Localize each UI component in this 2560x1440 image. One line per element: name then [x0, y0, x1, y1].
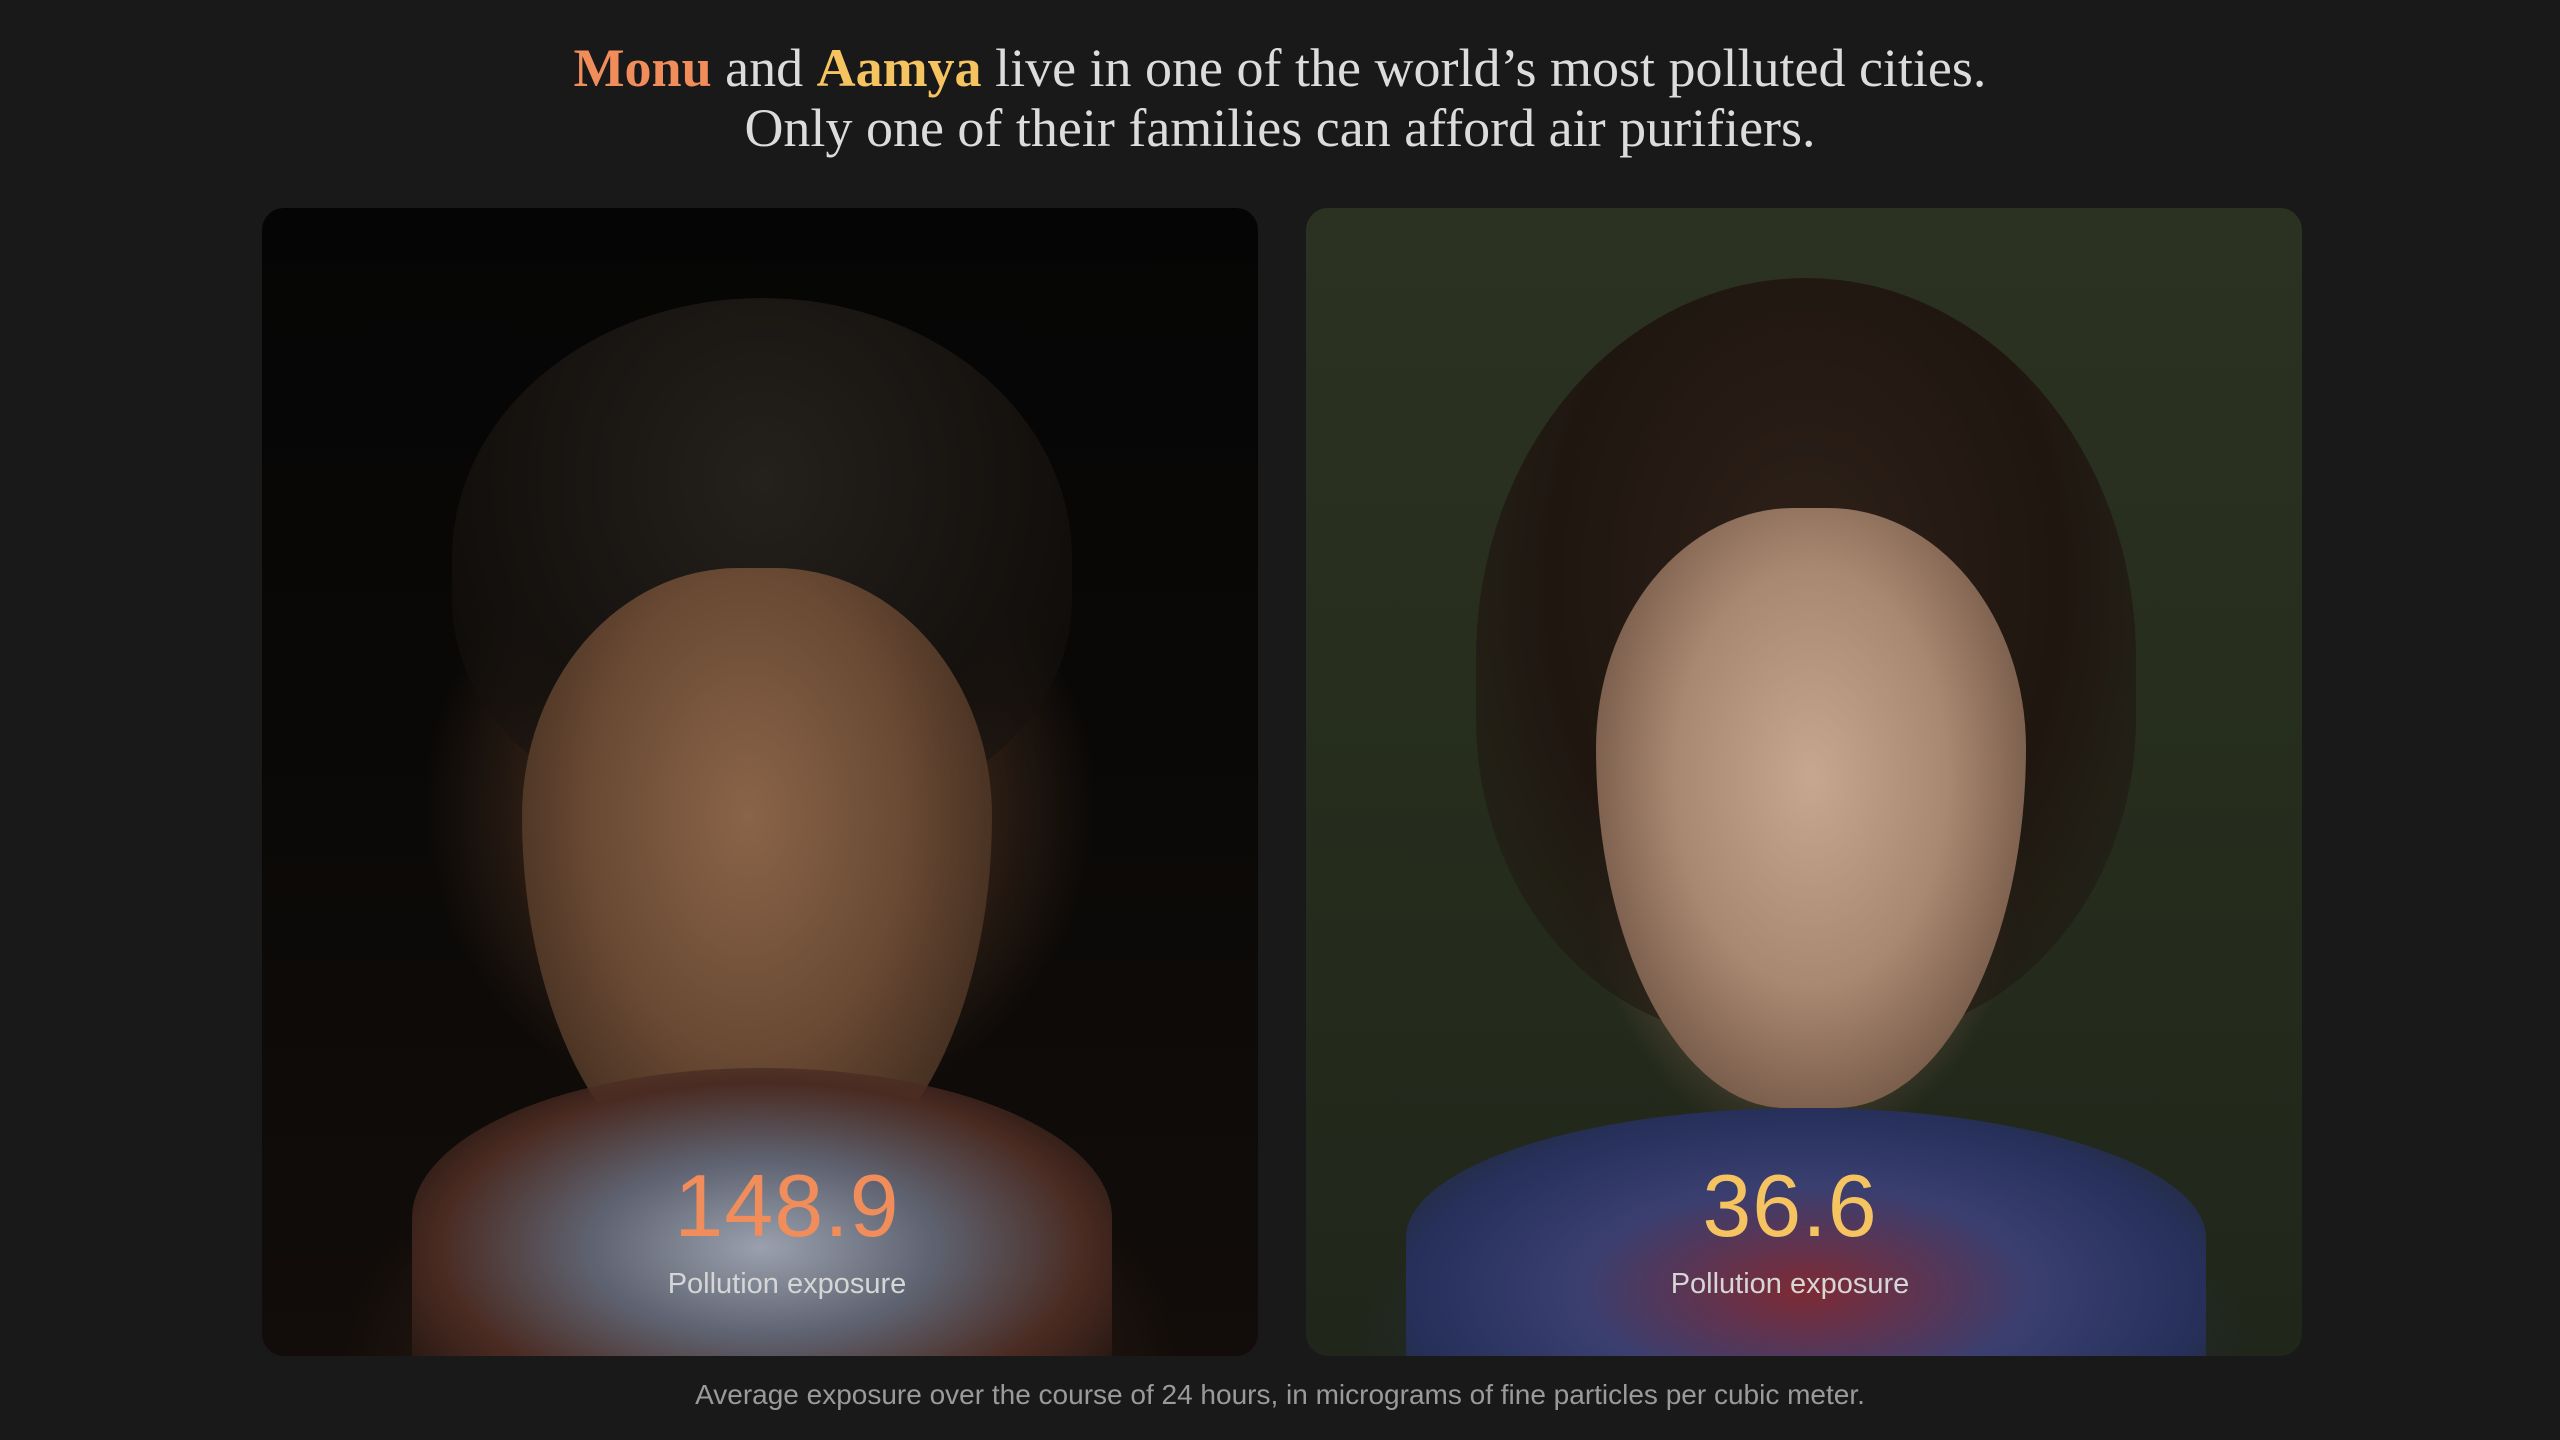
pollution-value-monu: 148.9	[674, 1156, 900, 1255]
caption: Average exposure over the course of 24 h…	[695, 1379, 1865, 1410]
portrait-card-aamya: 36.6 Pollution exposure	[1306, 208, 2302, 1356]
portrait-face-aamya	[1596, 508, 2026, 1108]
portrait-shirt-aamya	[1406, 1108, 2206, 1356]
portrait-card-monu: 148.9 Pollution exposure	[262, 208, 1258, 1356]
name-monu: Monu	[573, 38, 712, 98]
headline: Monu and Aamya live in one of the world’…	[0, 38, 2560, 158]
pollution-label-aamya: Pollution exposure	[1670, 1268, 1910, 1300]
name-aamya: Aamya	[816, 38, 982, 98]
headline-line-2: Only one of their families can afford ai…	[744, 98, 1816, 158]
headline-connector: and	[725, 38, 804, 98]
headline-line-1-rest: live in one of the world’s most polluted…	[995, 38, 1987, 98]
headline-line-1: Monu and Aamya live in one of the world’…	[0, 38, 2560, 98]
pollution-value-aamya: 36.6	[1702, 1156, 1878, 1255]
portrait-shirt-monu	[412, 1068, 1112, 1356]
pollution-label-monu: Pollution exposure	[667, 1268, 907, 1300]
